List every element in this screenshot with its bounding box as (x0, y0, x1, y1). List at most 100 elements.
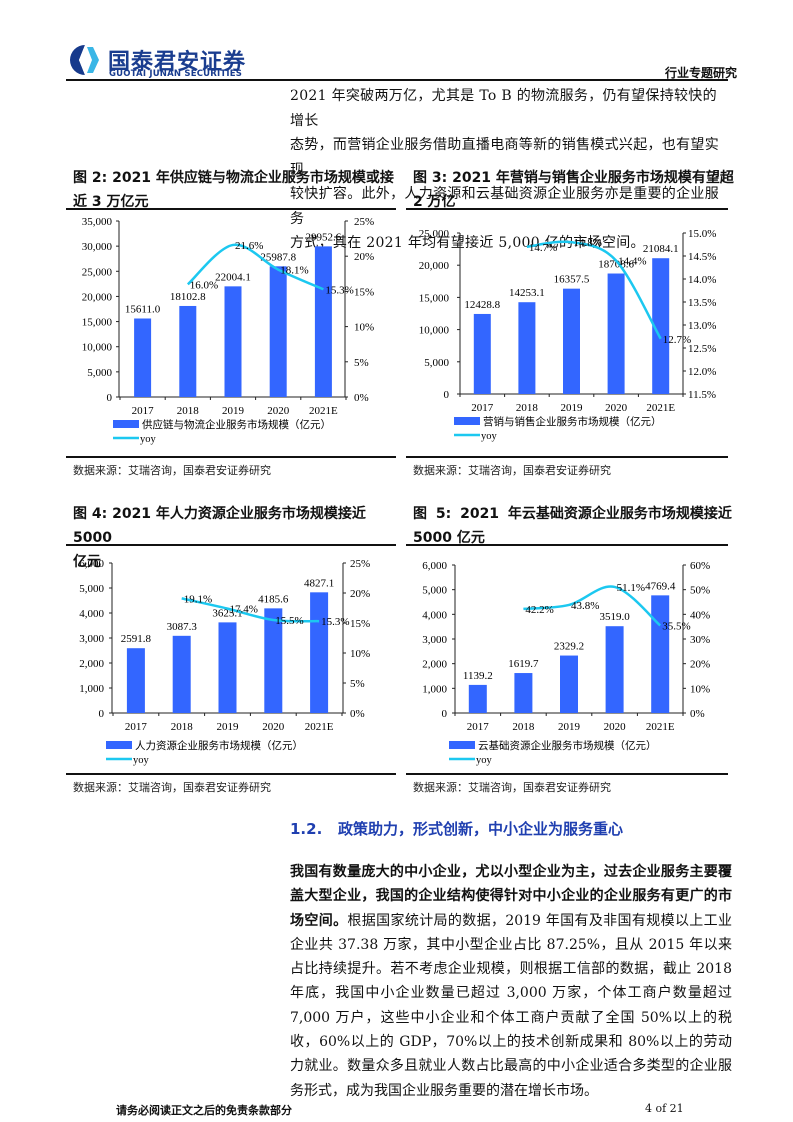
bar (134, 318, 152, 397)
y-tick-label: 5,000 (79, 583, 104, 595)
yoy-value-label: 12.7% (663, 334, 691, 346)
x-tick-label: 2019 (222, 405, 245, 417)
page-number: 4 of 21 (645, 1102, 684, 1115)
bar (560, 655, 578, 713)
x-tick-label: 2017 (125, 721, 148, 733)
y2-tick-label: 20% (354, 251, 374, 263)
figure-title-line: 5000 亿元 (413, 530, 485, 546)
yoy-value-label: 15.5% (275, 615, 303, 627)
y2-tick-label: 15.0% (688, 228, 716, 240)
figure-rule (406, 208, 728, 210)
y-tick-label: 10,000 (419, 325, 450, 337)
yoy-value-label: 14.4% (618, 256, 646, 268)
y-tick-label: 10,000 (82, 342, 113, 354)
x-tick-label: 2019 (217, 721, 240, 733)
x-tick-label: 2017 (471, 402, 494, 414)
figure-3-title: 图 3: 2021 年营销与销售企业服务市场规模有望超 2 万亿 (413, 166, 743, 214)
y-tick-label: 0 (444, 389, 450, 401)
x-tick-label: 2021E (309, 405, 338, 417)
y-tick-label: 6,000 (422, 560, 447, 572)
bar (473, 313, 491, 394)
x-tick-label: 2018 (177, 405, 200, 417)
yoy-value-label: 43.8% (571, 600, 599, 612)
legend-line-label: yoy (476, 755, 493, 766)
yoy-value-label: 17.4% (230, 604, 258, 616)
x-tick-label: 2020 (604, 721, 627, 733)
y-tick-label: 5,000 (422, 585, 447, 597)
figure-title-line: 图 5: 2021 年云基础资源企业服务市场规模接近 (413, 506, 732, 522)
bar-value-label: 25987.8 (260, 251, 296, 263)
bar-value-label: 4827.1 (304, 577, 334, 589)
y-tick-label: 25,000 (419, 228, 450, 240)
figure-4-source: 数据来源：艾瑞咨询，国泰君安证券研究 (73, 781, 271, 794)
bar (605, 626, 624, 713)
figure-title-line: 亿元 (73, 554, 101, 570)
y-tick-label: 15,000 (82, 317, 113, 329)
legend-bar-label: 云基础资源企业服务市场规模（亿元） (478, 739, 657, 752)
y-tick-label: 20,000 (82, 291, 113, 303)
figure-rule (66, 544, 396, 546)
yoy-value-label: 42.2% (525, 604, 553, 616)
bar-value-label: 29952.6 (306, 231, 342, 243)
bar-value-label: 3519.0 (599, 611, 630, 623)
y2-tick-label: 60% (690, 560, 710, 572)
figure-rule (66, 456, 396, 458)
x-tick-label: 2021E (646, 402, 675, 414)
y-tick-label: 15,000 (419, 292, 450, 304)
y2-tick-label: 14.5% (688, 251, 716, 263)
legend-bar-label: 人力资源企业服务市场规模（亿元） (135, 739, 303, 752)
bar (179, 305, 197, 397)
figure-rule (406, 456, 728, 458)
bar-value-label: 2591.8 (121, 633, 152, 645)
bar (310, 592, 329, 713)
y2-tick-label: 25% (350, 558, 370, 570)
figure-title-line: 图 4: 2021 年人力资源企业服务市场规模接近 5000 (73, 506, 366, 546)
figure-rule (406, 773, 728, 775)
x-tick-label: 2020 (267, 405, 290, 417)
bar-value-label: 1139.2 (463, 670, 493, 682)
y2-tick-label: 25% (354, 216, 374, 228)
footer-disclaimer: 请务必阅读正文之后的免责条款部分 (116, 1104, 292, 1117)
bar-value-label: 14253.1 (509, 287, 545, 299)
body-text: 根据国家统计局的数据，2019 年国有及非国有规模以上工业企业共 37.38 万… (290, 912, 733, 1099)
legend-bar-swatch (113, 420, 139, 428)
y2-tick-label: 0% (354, 392, 369, 404)
yoy-value-label: 16.0% (190, 279, 218, 291)
y2-tick-label: 5% (350, 678, 365, 690)
x-tick-label: 2018 (516, 402, 539, 414)
y2-tick-label: 40% (690, 609, 710, 621)
bar-value-label: 16357.5 (554, 274, 590, 286)
bar (269, 266, 287, 397)
y2-tick-label: 13.5% (688, 297, 716, 309)
yoy-value-label: 19.1% (184, 593, 212, 605)
bar (126, 648, 145, 713)
legend-bar-label: 供应链与物流企业服务市场规模（亿元） (142, 418, 331, 431)
y-tick-label: 0 (442, 708, 448, 720)
y-tick-label: 1,000 (422, 683, 447, 695)
y-tick-label: 4,000 (79, 608, 104, 620)
bar (563, 288, 580, 394)
y2-tick-label: 15% (350, 618, 370, 630)
y2-tick-label: 10% (350, 648, 370, 660)
section-heading: 1.2. 政策助力，形式创新，中小企业为服务重心 (290, 818, 623, 839)
bar-value-label: 18708.6 (598, 259, 634, 271)
body-paragraph: 我国有数量庞大的中小企业，尤以小型企业为主，过去企业服务主要覆盖大型企业，我国的… (290, 860, 732, 1103)
yoy-value-label: 14.8% (574, 237, 602, 249)
legend-line-label: yoy (481, 431, 498, 442)
x-tick-label: 2020 (605, 402, 628, 414)
y2-tick-label: 50% (690, 585, 710, 597)
yoy-line (186, 243, 324, 291)
y-tick-label: 20,000 (419, 260, 450, 272)
section-title: 政策助力，形式创新，中小企业为服务重心 (337, 820, 623, 838)
y2-tick-label: 11.5% (688, 389, 716, 401)
x-tick-label: 2019 (558, 721, 581, 733)
yoy-line (526, 240, 662, 340)
bar (518, 302, 536, 394)
figure-rule (66, 773, 396, 775)
y-tick-label: 0 (99, 708, 105, 720)
x-tick-label: 2020 (262, 721, 285, 733)
legend-bar-swatch (106, 741, 132, 749)
